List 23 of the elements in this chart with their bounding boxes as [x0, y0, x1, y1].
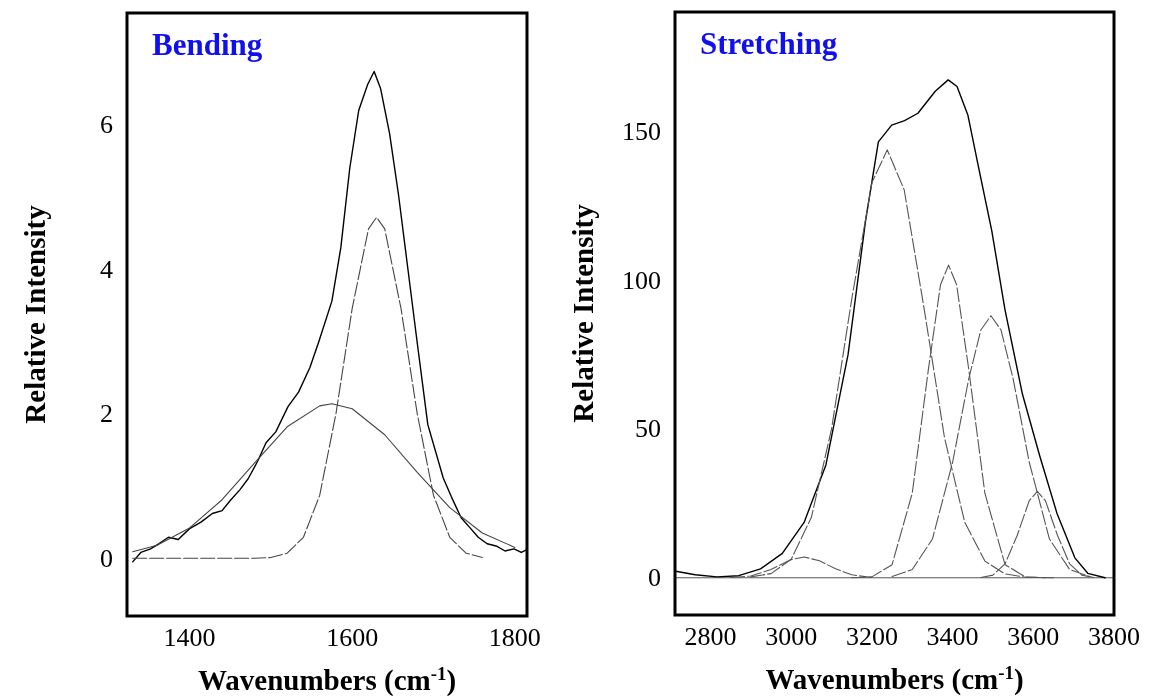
x-tick-label: 1800 [488, 623, 541, 652]
y-tick-label: 6 [100, 110, 113, 140]
y-tick-label: 4 [100, 254, 113, 284]
y-tick-label: 2 [100, 399, 113, 429]
y-tick-label: 150 [622, 116, 661, 146]
y-axis-title: Relative Intensity [567, 203, 599, 423]
y-tick-label: 50 [635, 414, 661, 444]
x-tick-label: 1600 [326, 623, 379, 652]
x-axis-title: Wavenumbers (cm$^{-1}$) [197, 662, 457, 696]
x-tick-label: 1400 [163, 623, 216, 652]
x-tick-label: 3200 [845, 622, 898, 651]
text: Stretching [700, 26, 838, 61]
y-tick-label: 0 [648, 563, 661, 593]
x-tick-label: 3800 [1088, 622, 1140, 651]
text: Bending [152, 27, 263, 62]
y-axis-title: Relative Intensity [19, 204, 51, 424]
y-tick-label: 100 [622, 265, 661, 295]
x-tick-label: 3000 [765, 622, 818, 651]
x-tick-label: 3600 [1007, 622, 1060, 651]
x-axis-title: Wavenumbers (cm$^{-1}$) [765, 661, 1024, 696]
x-tick-label: 3400 [926, 622, 979, 651]
x-tick-label: 2800 [684, 622, 737, 651]
y-tick-label: 0 [100, 543, 113, 573]
